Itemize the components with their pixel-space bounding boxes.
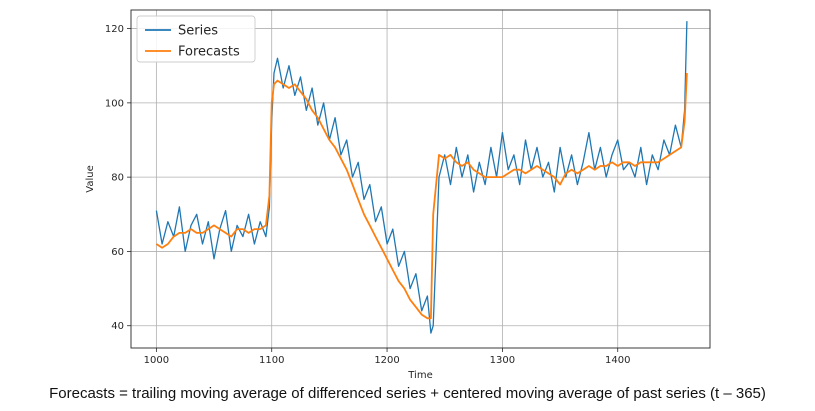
x-tick-label-4: 1400 [605, 355, 630, 366]
grid [131, 10, 710, 348]
legend-label-forecasts: Forecasts [178, 45, 240, 60]
y-tick-label-0: 40 [111, 321, 124, 332]
series-line-series [155, 21, 688, 334]
legend: Series Forecasts [136, 15, 256, 63]
legend-label-series: Series [178, 24, 218, 39]
series-line-forecasts [155, 73, 688, 320]
y-tick-label-1: 60 [111, 247, 124, 258]
x-tick-label-0: 1000 [144, 355, 169, 366]
y-axis-label: Value [85, 165, 96, 192]
y-tick-label-4: 120 [105, 24, 124, 35]
x-axis-label: Time [407, 370, 432, 381]
chart: 1000 1100 1200 1300 1400 40 60 80 100 120 Time Va… [85, 9, 711, 381]
y-tick-label-2: 80 [111, 173, 124, 184]
x-tick-label-3: 1300 [490, 355, 515, 366]
axis-labels: Time Value [85, 165, 433, 381]
x-tick-label-1: 1100 [259, 355, 284, 366]
series-layer [155, 21, 688, 334]
y-tick-label-3: 100 [105, 98, 124, 109]
plot-frame [130, 9, 711, 349]
chart-caption: Forecasts = trailing moving average of d… [49, 385, 766, 402]
plot-area [131, 10, 710, 348]
axis-ticks: 1000 1100 1200 1300 1400 40 60 80 100 120 [105, 24, 631, 366]
axes-frame [130, 9, 711, 349]
x-tick-label-2: 1200 [374, 355, 399, 366]
plot-background [131, 10, 710, 348]
